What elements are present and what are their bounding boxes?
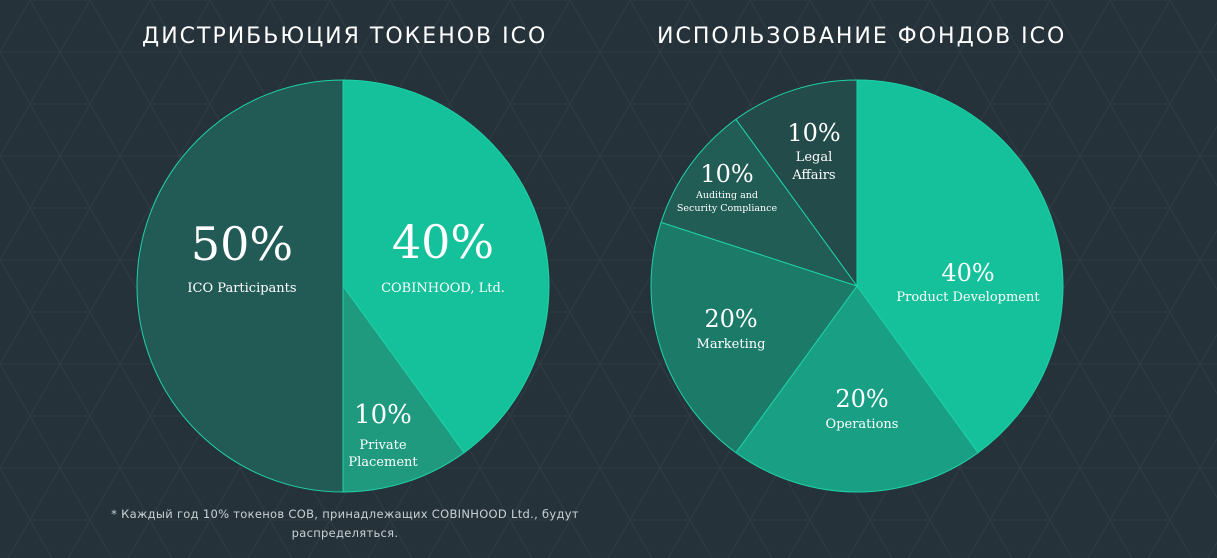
footnote-line-1: * Каждый год 10% токенов COB, принадлежа… — [111, 507, 579, 521]
slice-percent-private-placement: 10% — [354, 400, 412, 430]
slice-label-private-placement-line-1: Private — [359, 438, 406, 453]
pie-slice-ico-participants — [136, 79, 344, 493]
slice-label-product-development-line-1: Product Development — [896, 290, 1040, 305]
slice-label-private-placement-line-2: Placement — [348, 455, 418, 470]
slice-label-operations-line-1: Operations — [826, 417, 899, 432]
footnote-line-2: распределяться. — [291, 526, 399, 540]
pie-slice-cobinhood-ltd — [342, 79, 550, 454]
pie-slice-operations — [735, 285, 979, 493]
slice-label-marketing-line-1: Marketing — [697, 337, 766, 352]
slice-percent-auditing-and-security-compliance: 10% — [700, 160, 753, 188]
chart-title-fund-usage: ИСПОЛЬЗОВАНИЕ ФОНДОВ ICO — [657, 24, 1067, 49]
pie-chart-1: 40% COBINHOOD, Ltd. 10% Private Placement 50%… — [136, 79, 550, 493]
slice-percent-marketing: 20% — [704, 305, 757, 333]
slice-label-auditing-and-security-compliance-line-1: Auditing and — [695, 190, 758, 201]
slice-label-cobinhood-ltd-line-1: COBINHOOD, Ltd. — [381, 281, 505, 296]
pie-slice-auditing-and-security-compliance — [660, 118, 859, 287]
pie-chart-2: 40% Product Development 20% Operations 20% Ma… — [650, 79, 1064, 493]
pie-slice-legal-affairs — [735, 79, 858, 288]
pie-slice-private-placement — [342, 284, 465, 493]
slice-percent-cobinhood-ltd: 40% — [392, 215, 494, 269]
chart-title-token-distribution: ДИСТРИБЬЮЦИЯ ТОКЕНОВ ICO — [142, 24, 548, 49]
pie-slice-product-development — [856, 79, 1064, 454]
slice-percent-legal-affairs: 10% — [787, 119, 840, 147]
footnote: * Каждый год 10% токенов COB, принадлежа… — [95, 505, 595, 543]
slice-label-auditing-and-security-compliance-line-2: Security Compliance — [677, 203, 778, 214]
slice-percent-product-development: 40% — [941, 259, 994, 287]
pie-slice-marketing — [650, 221, 858, 454]
slice-label-legal-affairs-line-1: Legal — [796, 150, 833, 165]
slice-label-ico-participants-line-1: ICO Participants — [187, 281, 296, 296]
slice-label-legal-affairs-line-2: Affairs — [791, 168, 835, 183]
slice-percent-operations: 20% — [835, 385, 888, 413]
slice-percent-ico-participants: 50% — [191, 217, 293, 271]
